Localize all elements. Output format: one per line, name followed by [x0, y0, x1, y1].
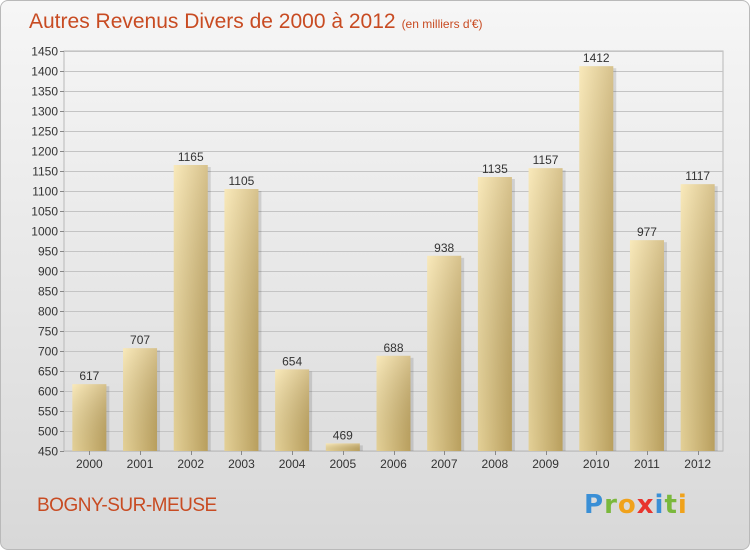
y-tick-label: 1100: [32, 185, 58, 199]
x-tick-label-2003: 2003: [228, 457, 255, 471]
bar-shade-2000: [72, 384, 107, 451]
data-label-2003: 1105: [229, 174, 255, 188]
chart-title-text: Autres Revenus Divers de 2000 à 2012: [29, 10, 396, 33]
data-label-2009: 1157: [533, 153, 559, 167]
y-tick-label: 1000: [31, 225, 58, 239]
data-label-2004: 654: [282, 354, 302, 368]
bars-layer: 617 707 1165 1105 654 469 688 938 1135 1157 1412 97…: [72, 51, 718, 451]
data-label-2008: 1135: [482, 162, 508, 176]
data-label-2012: 1117: [685, 169, 710, 183]
x-tick-label-2002: 2002: [177, 457, 204, 471]
commune-name: BOGNY-SUR-MEUSE: [37, 495, 217, 516]
x-tick-label-2000: 2000: [76, 457, 103, 471]
bar-shade-2003: [224, 189, 259, 451]
bar-shade-2012: [680, 184, 715, 451]
data-label-2005: 469: [333, 428, 353, 442]
y-tick-label: 950: [38, 245, 58, 259]
y-tick-label: 1200: [31, 145, 58, 159]
y-tick-label: 1350: [31, 85, 58, 99]
data-label-2002: 1165: [178, 150, 204, 164]
x-tick-label-2006: 2006: [380, 457, 407, 471]
y-tick-label: 800: [38, 305, 58, 319]
bar-shade-2006: [376, 355, 411, 451]
y-tick-label: 1150: [32, 165, 58, 179]
x-tick-label-2010: 2010: [583, 457, 610, 471]
logo-letter: t: [664, 490, 678, 520]
x-tick-label-2004: 2004: [279, 457, 306, 471]
bar-shade-2009: [528, 168, 563, 451]
data-label-2000: 617: [79, 369, 99, 383]
y-tick-label: 1050: [31, 205, 58, 219]
chart-unit: (en milliers d'€): [401, 17, 483, 31]
bar-shade-2007: [427, 255, 462, 451]
x-tick-label-2009: 2009: [532, 457, 559, 471]
x-tick-label-2011: 2011: [634, 457, 660, 471]
bar-shade-2008: [477, 177, 512, 451]
bar-shade-2005: [325, 443, 360, 451]
y-tick-label: 750: [38, 325, 58, 339]
y-axis: 450 500 550 600 650 700 750 800 850 900 950 1000 105…: [31, 45, 64, 459]
y-tick-label: 900: [38, 265, 58, 279]
logo-letter: o: [617, 490, 637, 520]
y-tick-label: 550: [38, 405, 58, 419]
y-tick-label: 450: [38, 445, 58, 459]
x-axis: 2000 2001 2002 2003 2004 2005 2006 2007 2008 2009…: [76, 451, 711, 471]
x-tick-label-2005: 2005: [329, 457, 356, 471]
y-tick-label: 1400: [31, 65, 58, 79]
y-tick-label: 600: [38, 385, 58, 399]
bar-shade-2004: [275, 369, 310, 451]
bar-shade-2001: [123, 348, 158, 451]
logo-letter: P: [584, 490, 605, 520]
logo-letter: i: [677, 490, 688, 520]
logo-letter: i: [654, 490, 665, 520]
y-tick-label: 1450: [31, 45, 58, 59]
y-tick-label: 1300: [31, 105, 58, 119]
x-tick-label-2007: 2007: [431, 457, 458, 471]
y-tick-label: 500: [38, 425, 58, 439]
bar-shade-2010: [579, 66, 614, 451]
y-tick-label: 650: [38, 365, 58, 379]
data-label-2007: 938: [434, 241, 454, 255]
data-label-2001: 707: [130, 333, 150, 347]
y-tick-label: 850: [38, 285, 58, 299]
x-tick-label-2008: 2008: [482, 457, 509, 471]
logo-letter: r: [604, 490, 618, 520]
y-tick-label: 1250: [31, 125, 58, 139]
y-tick-label: 700: [38, 345, 58, 359]
proxiti-logo[interactable]: Proxiti: [584, 490, 688, 520]
data-label-2006: 688: [383, 341, 403, 355]
data-label-2011: 977: [637, 225, 657, 239]
data-label-2010: 1412: [583, 51, 610, 65]
logo-letter: x: [636, 490, 655, 520]
bar-shade-2011: [629, 240, 664, 451]
x-tick-label-2012: 2012: [684, 457, 711, 471]
chart-title: Autres Revenus Divers de 2000 à 2012 (en …: [29, 10, 483, 34]
bar-shade-2002: [173, 165, 208, 451]
x-tick-label-2001: 2001: [127, 457, 154, 471]
